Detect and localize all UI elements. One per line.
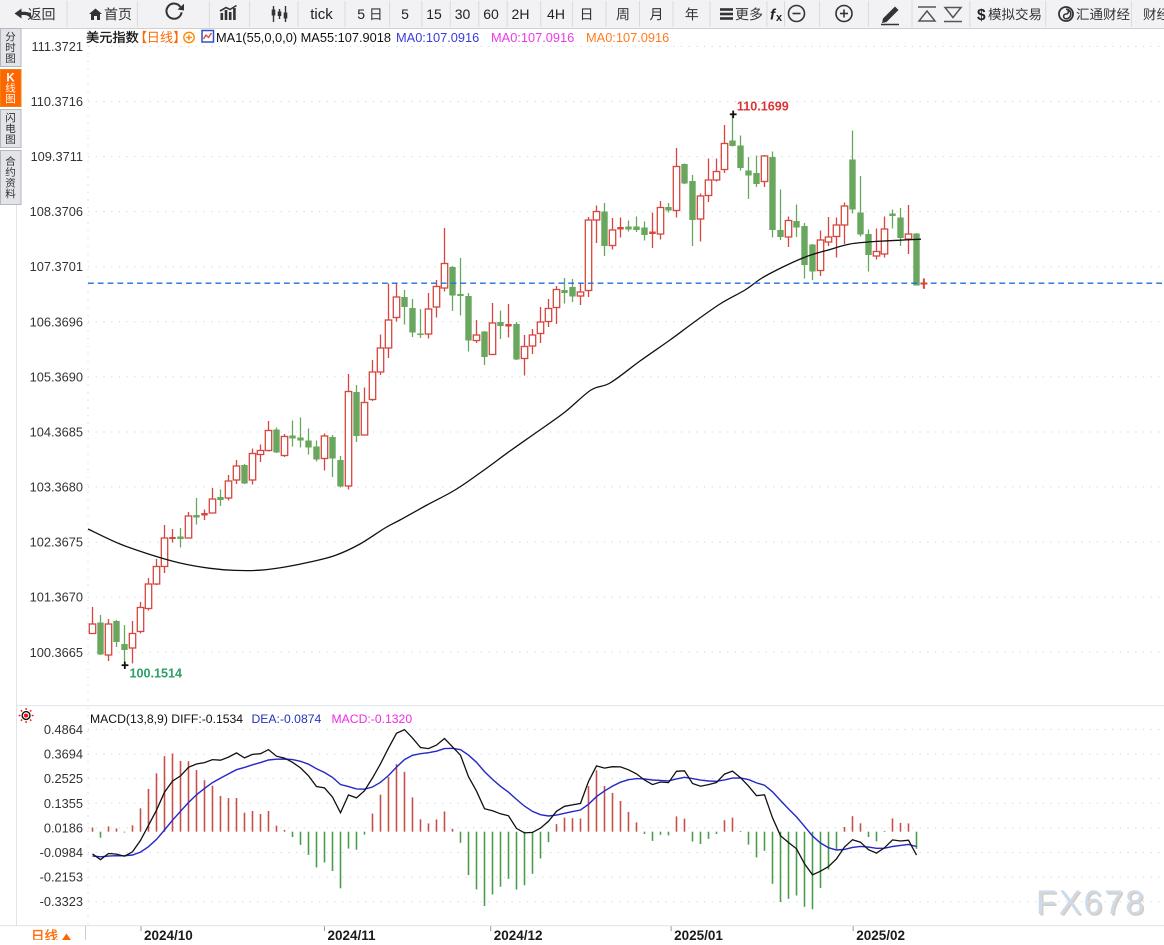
svg-text:MA0:107.0916: MA0:107.0916 <box>586 30 669 45</box>
svg-text:60: 60 <box>483 6 499 22</box>
svg-text:0.4864: 0.4864 <box>44 722 83 737</box>
svg-text:0.3694: 0.3694 <box>44 747 83 762</box>
svg-text:FX678: FX678 <box>1036 884 1146 922</box>
svg-text:tick: tick <box>310 6 333 23</box>
svg-text:110.1699: 110.1699 <box>737 100 789 114</box>
svg-text:2025/01: 2025/01 <box>674 928 723 940</box>
svg-text:$: $ <box>977 7 986 24</box>
svg-text:104.3685: 104.3685 <box>30 425 83 440</box>
svg-text:MA0:107.0916: MA0:107.0916 <box>491 30 574 45</box>
svg-text:5: 5 <box>401 6 409 22</box>
svg-text:108.3706: 108.3706 <box>30 204 83 219</box>
svg-text:MA1(55,0,0,0) MA55:107.9018: MA1(55,0,0,0) MA55:107.9018 <box>216 30 391 45</box>
svg-text:109.3711: 109.3711 <box>31 149 83 164</box>
svg-text:15: 15 <box>426 6 442 22</box>
svg-text:-0.0984: -0.0984 <box>40 845 83 860</box>
svg-text:MACD(13,8,9) DIFF:-0.1534: MACD(13,8,9) DIFF:-0.1534 <box>90 712 243 726</box>
svg-text:4H: 4H <box>547 6 565 22</box>
svg-text:105.3690: 105.3690 <box>30 369 83 384</box>
svg-text:FX678: FX678 <box>1038 886 1148 924</box>
svg-text:0.0186: 0.0186 <box>44 820 83 835</box>
svg-text:101.3670: 101.3670 <box>30 590 83 605</box>
svg-text:102.3675: 102.3675 <box>30 535 83 550</box>
svg-text:100.3665: 100.3665 <box>30 645 83 660</box>
svg-text:103.3680: 103.3680 <box>30 480 83 495</box>
svg-text:x: x <box>776 12 783 24</box>
svg-text:K: K <box>6 73 15 85</box>
svg-text:2H: 2H <box>512 6 530 22</box>
svg-text:-0.3323: -0.3323 <box>40 894 83 909</box>
svg-text:106.3696: 106.3696 <box>30 314 83 329</box>
svg-text:30: 30 <box>455 6 471 22</box>
svg-text:0.1355: 0.1355 <box>44 796 83 811</box>
svg-text:5: 5 <box>357 6 365 22</box>
svg-text:111.3721: 111.3721 <box>32 39 83 54</box>
svg-text:100.1514: 100.1514 <box>130 666 183 680</box>
svg-text:f: f <box>770 7 777 24</box>
svg-text:MACD:-0.1320: MACD:-0.1320 <box>332 712 413 726</box>
svg-text:110.3716: 110.3716 <box>31 94 83 109</box>
svg-text:DEA:-0.0874: DEA:-0.0874 <box>252 712 322 726</box>
svg-text:0.2525: 0.2525 <box>44 771 83 786</box>
svg-text:MA0:107.0916: MA0:107.0916 <box>396 30 479 45</box>
svg-text:2024/11: 2024/11 <box>328 928 377 940</box>
svg-text:107.3701: 107.3701 <box>30 259 83 274</box>
svg-text:2024/10: 2024/10 <box>144 928 193 940</box>
svg-text:2024/12: 2024/12 <box>494 928 543 940</box>
svg-text:2025/02: 2025/02 <box>856 928 905 940</box>
svg-text:-0.2153: -0.2153 <box>40 870 83 885</box>
